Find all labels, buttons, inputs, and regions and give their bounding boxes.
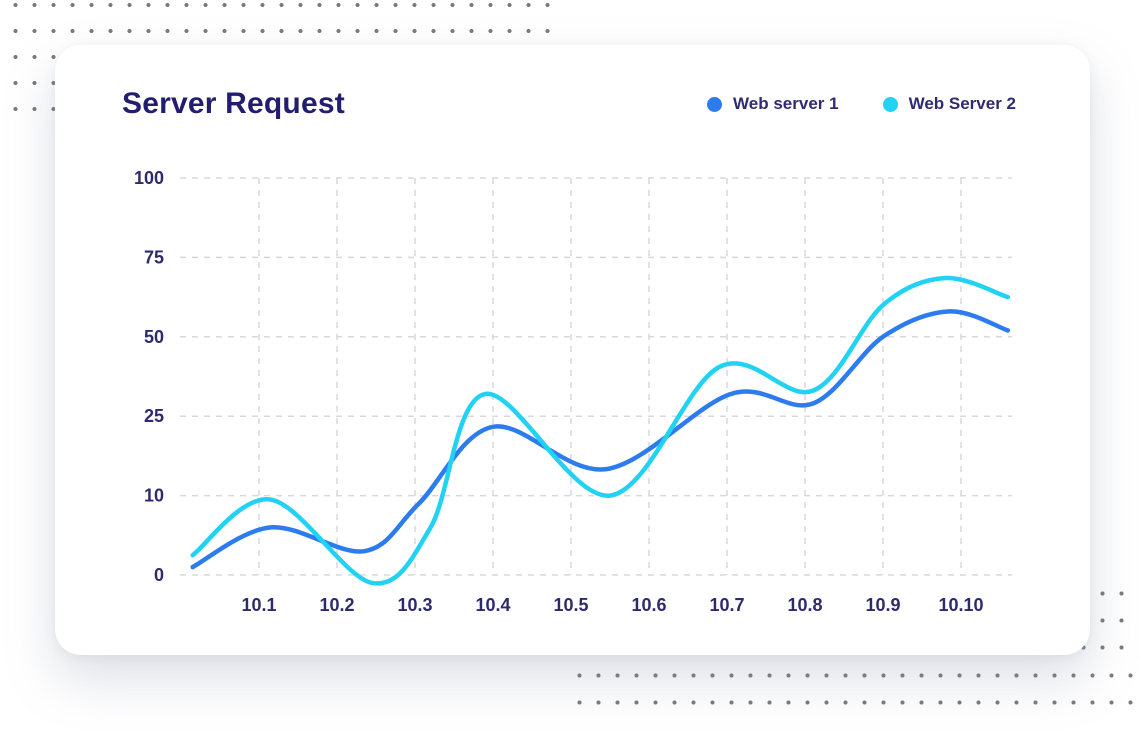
y-tick-label: 25 [144,406,164,426]
x-tick-label: 10.1 [241,595,276,615]
gridlines [180,177,1012,576]
legend-dot-blue-icon [707,96,723,112]
y-axis-labels: 0 10 25 50 75 100 [134,168,164,585]
card-header: Server Request Web server 1 Web Server 2 [122,87,1016,121]
y-tick-label: 0 [154,565,164,585]
server-request-line-chart: 0 10 25 50 75 100 10.1 10.2 10.3 10.4 10.5 10.6 10.7… [134,168,1012,615]
x-tick-label: 10.4 [475,595,510,615]
x-tick-label: 10.5 [553,595,588,615]
y-tick-label: 50 [144,327,164,347]
x-tick-label: 10.6 [631,595,666,615]
x-tick-label: 10.2 [319,595,354,615]
legend-label-web-server-2: Web Server 2 [908,94,1016,113]
web-server-1-line [190,309,1011,570]
x-tick-label: 10.8 [787,595,822,615]
legend-item-web-server-2[interactable]: Web Server 2 [882,94,1016,114]
x-tick-label: 10.7 [709,595,744,615]
legend-label-web-server-1: Web server 1 [733,94,839,113]
chart-title: Server Request [122,87,345,120]
y-tick-label: 100 [134,168,164,188]
legend-item-web-server-1[interactable]: Web server 1 [707,94,839,114]
x-axis-labels: 10.1 10.2 10.3 10.4 10.5 10.6 10.7 10.8 10.9 10.1… [241,595,983,615]
server-request-card: Server Request Web server 1 Web Server 2… [55,45,1090,655]
y-tick-label: 75 [144,247,164,267]
legend-dot-cyan-icon [882,96,898,112]
dot-pattern-left [6,44,63,122]
x-tick-label: 10.9 [865,595,900,615]
x-tick-label: 10.10 [938,595,983,615]
dot-pattern-bottom [570,662,1135,716]
chart-legend: Web server 1 Web Server 2 [707,94,1016,114]
dot-pattern-top [6,0,564,44]
chart-area: 0 10 25 50 75 100 10.1 10.2 10.3 10.4 10.5 10.6 10.7… [100,155,1040,635]
web-server-2-line [190,275,1011,586]
y-tick-label: 10 [144,486,164,506]
x-tick-label: 10.3 [397,595,432,615]
